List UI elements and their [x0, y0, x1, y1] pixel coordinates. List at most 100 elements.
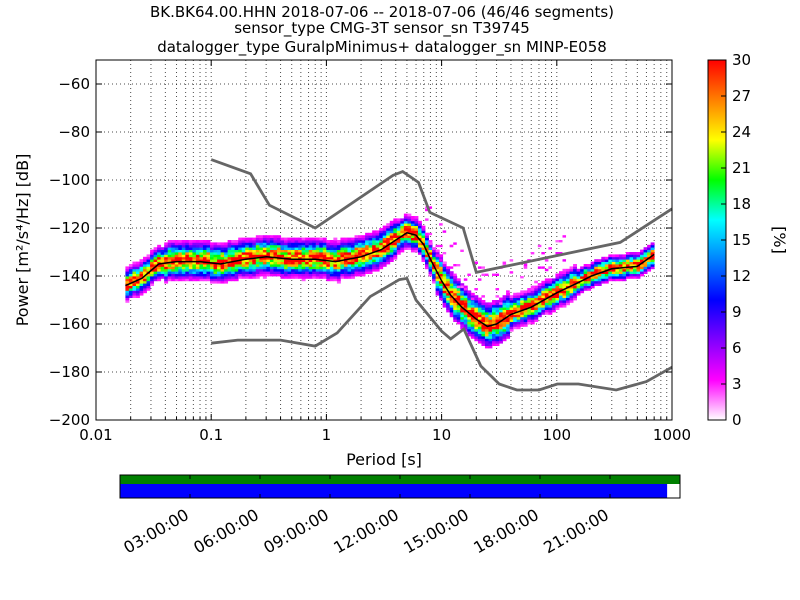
- heatmap-cell: [534, 312, 539, 315]
- heatmap-cell: [537, 307, 542, 310]
- heatmap-cell: [410, 225, 415, 229]
- heatmap-cell: [308, 244, 313, 248]
- heatmap-cell: [322, 242, 327, 246]
- heatmap-cell: [587, 273, 592, 277]
- heatmap-cell: [618, 256, 623, 260]
- heatmap-cell: [407, 230, 412, 234]
- heatmap-cell: [319, 256, 324, 260]
- heatmap-cell: [544, 268, 549, 272]
- heatmap-cell: [393, 256, 398, 260]
- heatmap-cell: [167, 273, 172, 277]
- heatmap-cell: [347, 249, 352, 253]
- heatmap-cell: [231, 256, 236, 260]
- heatmap-cell: [513, 321, 518, 325]
- heatmap-cell: [562, 292, 567, 296]
- colorbar-label: [%]: [770, 226, 789, 254]
- heatmap-cell: [495, 314, 500, 318]
- heatmap-cell: [551, 278, 556, 282]
- heatmap-cell: [231, 268, 236, 272]
- heatmap-cell: [474, 312, 479, 315]
- colorbar-tick-label: 12: [732, 267, 751, 285]
- heatmap-cell: [220, 254, 225, 258]
- heatmap-cell: [474, 300, 479, 303]
- heatmap-cell: [213, 242, 218, 246]
- heatmap-cell: [513, 297, 518, 301]
- heatmap-cell: [259, 240, 264, 243]
- heatmap-cell: [312, 249, 317, 253]
- heatmap-cell: [326, 264, 331, 267]
- heatmap-cell: [266, 242, 271, 246]
- heatmap-cell: [379, 247, 384, 250]
- heatmap-cell: [474, 302, 479, 306]
- heatmap-cell: [220, 256, 225, 260]
- heatmap-cell: [164, 247, 169, 250]
- heatmap-cell: [358, 271, 362, 274]
- heatmap-cell: [227, 256, 232, 260]
- heatmap-cell: [336, 261, 341, 265]
- heatmap-cell: [580, 278, 585, 282]
- heatmap-cell: [590, 268, 595, 272]
- heatmap-cell: [393, 218, 398, 222]
- heatmap-cell: [428, 240, 433, 243]
- heatmap-cell: [576, 288, 581, 291]
- heatmap-cell: [587, 280, 592, 284]
- heatmap-cell: [284, 271, 288, 274]
- heatmap-cell: [456, 312, 461, 315]
- heatmap-cell: [636, 273, 641, 277]
- heatmap-cell: [164, 268, 169, 272]
- heatmap-cell: [640, 256, 644, 260]
- heatmap-cell: [294, 261, 299, 265]
- heatmap-cell: [492, 338, 496, 342]
- heatmap-cell: [167, 276, 172, 279]
- heatmap-cell: [432, 249, 437, 253]
- heatmap-cell: [269, 271, 274, 274]
- heatmap-cell: [167, 247, 172, 250]
- heatmap-cell: [319, 273, 324, 277]
- heatmap-cell: [403, 240, 408, 243]
- heatmap-cell: [227, 264, 232, 267]
- heatmap-cell: [167, 254, 172, 258]
- heatmap-cell: [474, 331, 479, 334]
- heatmap-cell: [520, 316, 525, 320]
- heatmap-cell: [615, 278, 620, 282]
- heatmap-cell: [379, 256, 384, 260]
- heatmap-cell: [188, 254, 193, 258]
- heatmap-cell: [481, 312, 486, 315]
- heatmap-cell: [241, 276, 246, 279]
- heatmap-cell: [460, 290, 465, 294]
- heatmap-cell: [516, 297, 521, 301]
- heatmap-cell: [167, 271, 172, 274]
- heatmap-cell: [210, 266, 214, 270]
- heatmap-cell: [171, 249, 176, 253]
- heatmap-cell: [562, 278, 567, 282]
- heatmap-cell: [192, 249, 197, 253]
- heatmap-cell: [241, 264, 246, 267]
- heatmap-cell: [291, 271, 296, 274]
- heatmap-cell: [287, 244, 292, 248]
- heatmap-cell: [544, 300, 549, 303]
- heatmap-cell: [171, 271, 176, 274]
- heatmap-cell: [298, 256, 303, 260]
- heatmap-cell: [269, 268, 274, 272]
- heatmap-cell: [488, 331, 493, 334]
- heatmap-cell: [495, 343, 500, 346]
- heatmap-cell: [442, 261, 447, 264]
- heatmap-cell: [280, 252, 285, 255]
- heatmap-cell: [174, 266, 179, 270]
- heatmap-cell: [252, 249, 257, 253]
- heatmap-cell: [224, 278, 229, 282]
- heatmap-cell: [382, 264, 387, 267]
- heatmap-cell: [351, 249, 355, 253]
- heatmap-cell: [410, 220, 415, 224]
- heatmap-cell: [425, 261, 429, 265]
- heatmap-cell: [192, 252, 197, 255]
- heatmap-cell: [463, 278, 468, 281]
- heatmap-cell: [442, 264, 447, 267]
- heatmap-cell: [456, 290, 461, 294]
- heatmap-cell: [305, 237, 310, 241]
- heatmap-cell: [336, 240, 341, 243]
- heatmap-cell: [358, 266, 362, 270]
- heatmap-cell: [499, 302, 503, 305]
- heatmap-cell: [245, 242, 250, 246]
